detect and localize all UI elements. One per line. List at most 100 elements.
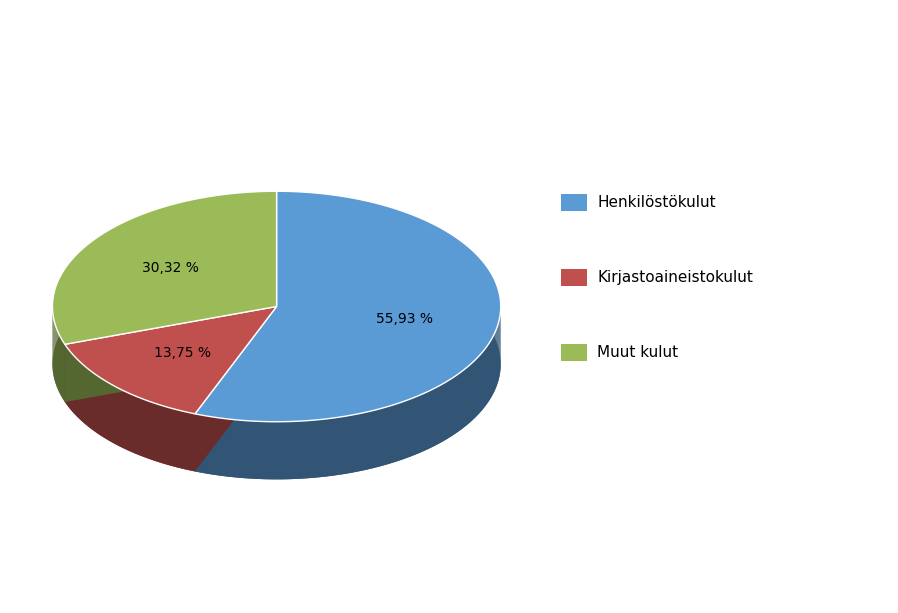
Polygon shape [300,421,304,479]
Polygon shape [312,420,315,478]
Polygon shape [386,406,390,465]
Polygon shape [375,409,379,468]
Polygon shape [406,399,409,458]
Polygon shape [482,350,484,409]
Polygon shape [476,357,478,417]
Polygon shape [471,361,474,421]
Polygon shape [390,405,393,463]
Polygon shape [244,421,249,479]
Polygon shape [195,306,277,471]
Polygon shape [225,419,229,477]
Polygon shape [365,412,368,470]
Polygon shape [436,386,439,445]
Polygon shape [308,421,312,478]
Polygon shape [207,416,210,474]
Polygon shape [284,422,288,479]
Polygon shape [427,390,431,449]
Polygon shape [65,306,277,402]
Polygon shape [277,422,280,479]
Polygon shape [229,419,233,477]
Polygon shape [221,418,225,476]
Polygon shape [434,387,436,446]
Polygon shape [198,414,202,473]
Polygon shape [439,384,442,444]
Polygon shape [470,363,471,422]
Polygon shape [466,367,468,426]
Polygon shape [252,421,257,479]
Polygon shape [347,416,350,474]
FancyBboxPatch shape [561,269,587,286]
Polygon shape [459,371,462,431]
Polygon shape [454,375,457,434]
Polygon shape [65,364,277,471]
Polygon shape [368,411,372,470]
FancyBboxPatch shape [561,194,587,211]
Polygon shape [396,403,400,462]
Polygon shape [492,337,493,397]
Polygon shape [383,407,386,466]
Polygon shape [480,352,482,411]
Polygon shape [193,413,194,471]
Polygon shape [323,419,327,477]
Polygon shape [296,421,300,479]
Polygon shape [462,370,463,429]
Polygon shape [52,249,277,402]
Polygon shape [272,422,277,479]
Polygon shape [400,402,403,460]
Polygon shape [445,381,447,441]
Polygon shape [431,389,434,448]
Polygon shape [190,413,191,471]
Text: Muut kulut: Muut kulut [597,345,678,360]
Polygon shape [474,359,476,419]
Polygon shape [339,417,342,475]
Polygon shape [393,404,396,463]
Polygon shape [195,414,198,472]
Polygon shape [487,345,489,404]
Polygon shape [315,420,320,478]
Text: 30,32 %: 30,32 % [142,261,199,275]
Polygon shape [493,335,494,394]
Polygon shape [195,306,277,471]
Text: Henkilöstökulut: Henkilöstökulut [597,196,716,210]
Text: 13,75 %: 13,75 % [154,346,211,360]
Polygon shape [379,408,383,466]
Polygon shape [327,418,331,476]
Polygon shape [442,383,445,442]
Polygon shape [331,418,335,476]
Polygon shape [457,373,459,433]
Polygon shape [357,413,361,471]
Polygon shape [233,419,237,478]
Polygon shape [269,422,272,479]
Polygon shape [202,415,207,473]
Polygon shape [450,378,452,438]
Polygon shape [447,380,450,439]
Polygon shape [494,333,495,392]
Polygon shape [52,191,277,345]
Polygon shape [416,395,418,454]
Polygon shape [350,415,354,473]
Polygon shape [214,417,217,475]
Polygon shape [342,416,347,474]
Polygon shape [372,410,375,468]
Polygon shape [192,413,193,471]
Polygon shape [65,306,277,414]
Polygon shape [260,422,264,479]
Text: 55,93 %: 55,93 % [376,312,433,326]
Polygon shape [418,394,422,453]
Polygon shape [210,416,214,474]
Polygon shape [489,341,490,400]
Polygon shape [217,417,221,476]
Polygon shape [280,422,284,479]
Polygon shape [320,419,323,478]
Polygon shape [486,346,487,406]
Polygon shape [354,414,357,473]
Polygon shape [292,421,296,479]
Polygon shape [195,191,501,422]
Polygon shape [412,397,416,455]
Polygon shape [288,422,292,479]
Polygon shape [237,420,241,478]
Polygon shape [409,398,412,457]
Polygon shape [468,365,470,424]
Polygon shape [195,249,501,479]
Polygon shape [490,339,492,398]
